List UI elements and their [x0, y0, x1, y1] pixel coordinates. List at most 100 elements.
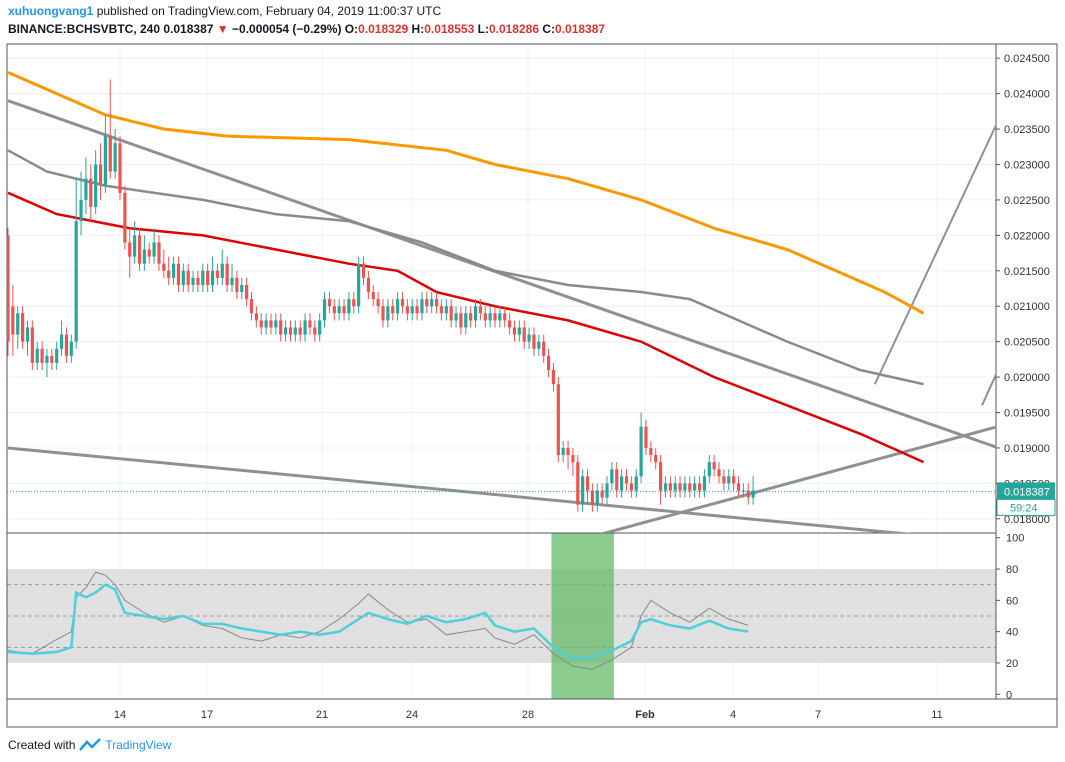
ma-gray-line [7, 149, 924, 386]
candle-body [191, 277, 195, 285]
candle-body [488, 313, 492, 321]
candle-body [512, 327, 517, 335]
candle-body [59, 334, 64, 349]
candle-body [347, 299, 351, 314]
candle-body [206, 270, 210, 285]
time-axis: 14 17 21 24 28 Feb 4 7 11 [114, 709, 943, 721]
candle-body [444, 306, 448, 314]
candle-body [551, 370, 556, 385]
created-with-text: Created with [8, 738, 76, 752]
candle-body [590, 490, 594, 505]
trendline [981, 372, 996, 406]
candle-body [298, 327, 302, 335]
candle-body [84, 178, 88, 200]
time-tick-label: 21 [316, 709, 328, 721]
candle-body [405, 306, 409, 314]
candle-body [147, 249, 151, 257]
candle-body [566, 447, 570, 456]
price-tick-label: 0.023000 [1004, 159, 1050, 171]
candle-body [293, 327, 297, 335]
price-tick-label: 0.019000 [1004, 443, 1050, 455]
high-label: H: [411, 22, 425, 36]
candle-body [376, 299, 380, 307]
time-tick-label: 28 [522, 709, 534, 721]
low-value: 0.018286 [488, 22, 539, 36]
candle-body [537, 341, 541, 349]
candle-body [434, 299, 439, 307]
candle-body [546, 355, 551, 370]
rsi-pane [7, 571, 749, 670]
candle-body [478, 306, 482, 314]
candle-body [74, 221, 78, 342]
price-pane [7, 70, 996, 533]
candle-body [620, 476, 624, 491]
rsi-tick-label: 60 [1006, 595, 1018, 607]
rsi-tick-label: 100 [1006, 533, 1024, 545]
candle-body [430, 299, 434, 307]
candle-body [181, 270, 185, 285]
candle-body [288, 327, 293, 335]
trendline [873, 122, 996, 385]
candle-body [171, 263, 176, 278]
candle-body [89, 178, 93, 207]
candle-body [137, 235, 142, 264]
candle-body [274, 320, 278, 328]
candle-body [532, 334, 536, 349]
candle-body [605, 483, 609, 498]
candle-body [162, 263, 166, 271]
candle-body [25, 327, 30, 342]
candle-body [498, 313, 502, 321]
publish-header: xuhuongvang1 published on TradingView.co… [8, 4, 441, 18]
candle-body [381, 306, 385, 321]
candle-body [21, 313, 25, 342]
candle-body [35, 348, 39, 363]
candle-body [118, 143, 122, 193]
candle-body [220, 263, 224, 278]
author-link[interactable]: xuhuongvang1 [8, 4, 94, 18]
candle-body [176, 263, 181, 285]
candle-body [283, 327, 288, 335]
open-value: 0.018329 [358, 22, 409, 36]
candle-body [697, 483, 702, 491]
price-tick-label: 0.022500 [1004, 195, 1050, 207]
candle-body [342, 306, 346, 314]
candle-body [11, 306, 15, 335]
time-tick-label: 14 [114, 709, 126, 721]
tradingview-brand[interactable]: TradingView [105, 738, 172, 752]
candle-body [658, 462, 663, 491]
candle-body [663, 483, 668, 491]
candle-body [186, 270, 190, 285]
candle-body [688, 483, 692, 491]
price-tick-label: 0.020000 [1004, 372, 1050, 384]
rsi-tick-label: 20 [1006, 658, 1018, 670]
time-tick-label: 17 [201, 709, 213, 721]
candle-body [210, 270, 215, 285]
candle-body [225, 263, 229, 285]
chart-canvas[interactable]: 0.024500 0.024000 0.023500 0.023000 0.022500… [0, 0, 1065, 735]
candle-body [464, 313, 468, 328]
candle-body [313, 327, 317, 335]
candle-body [386, 306, 390, 321]
candle-body [259, 320, 263, 328]
price-tick-label: 0.022000 [1004, 230, 1050, 242]
trendline [7, 99, 996, 449]
candle-body [133, 235, 137, 257]
candle-body [79, 199, 83, 222]
time-tick-label: 7 [815, 709, 821, 721]
last-price-badge [997, 482, 1055, 500]
candle-body [493, 313, 497, 321]
candle-body [556, 384, 560, 456]
candle-body [727, 476, 731, 484]
rsi-tick-label: 80 [1006, 564, 1018, 576]
candle-body [352, 299, 356, 307]
candle-body [201, 270, 205, 285]
candle-body [449, 306, 453, 321]
price-tick-label: 0.021000 [1004, 301, 1050, 313]
ma-orange-line [7, 70, 925, 315]
candle-body [439, 306, 444, 314]
candle-body [269, 320, 273, 328]
time-tick-label: 24 [406, 709, 418, 721]
candle-body [16, 313, 20, 335]
close-value: 0.018387 [555, 22, 606, 36]
candle-body [483, 313, 487, 321]
